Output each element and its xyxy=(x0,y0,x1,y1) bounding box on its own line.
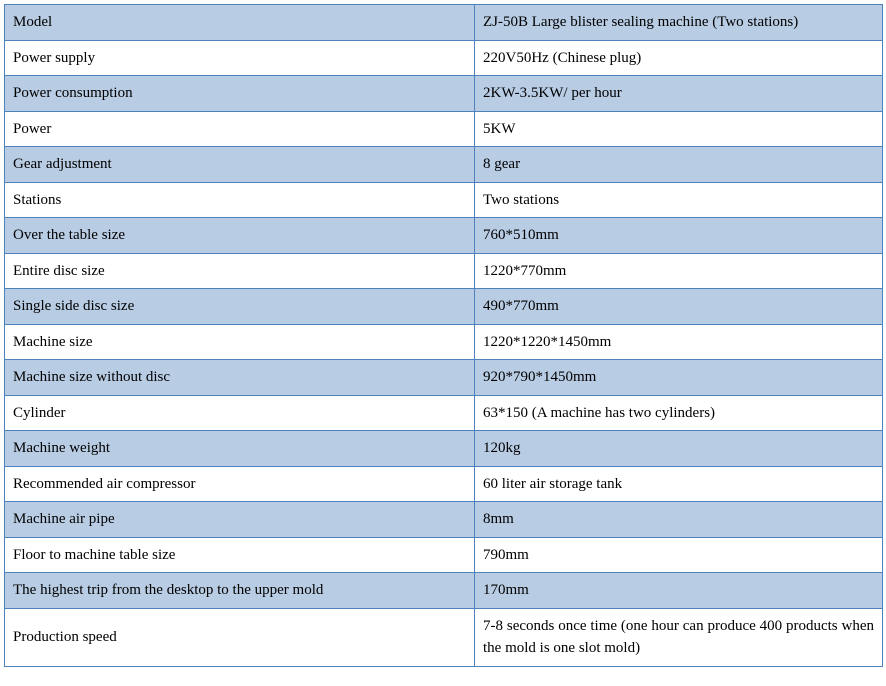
spec-value: 170mm xyxy=(475,573,883,609)
spec-value: 790mm xyxy=(475,537,883,573)
spec-value: 8mm xyxy=(475,502,883,538)
table-row: Machine weight120kg xyxy=(5,431,883,467)
spec-label: Power consumption xyxy=(5,76,475,112)
spec-value: 760*510mm xyxy=(475,218,883,254)
spec-label: Floor to machine table size xyxy=(5,537,475,573)
spec-label: Production speed xyxy=(5,608,475,666)
table-row: ModelZJ-50B Large blister sealing machin… xyxy=(5,5,883,41)
spec-value: 7-8 seconds once time (one hour can prod… xyxy=(475,608,883,666)
spec-value: 120kg xyxy=(475,431,883,467)
spec-label: Stations xyxy=(5,182,475,218)
spec-label: Machine weight xyxy=(5,431,475,467)
table-row: Machine size1220*1220*1450mm xyxy=(5,324,883,360)
spec-label: Single side disc size xyxy=(5,289,475,325)
table-row: Cylinder63*150 (A machine has two cylind… xyxy=(5,395,883,431)
spec-value: 2KW-3.5KW/ per hour xyxy=(475,76,883,112)
spec-value: 490*770mm xyxy=(475,289,883,325)
table-row: Over the table size760*510mm xyxy=(5,218,883,254)
spec-label: Machine air pipe xyxy=(5,502,475,538)
spec-value: ZJ-50B Large blister sealing machine (Tw… xyxy=(475,5,883,41)
spec-label: The highest trip from the desktop to the… xyxy=(5,573,475,609)
table-row: Gear adjustment8 gear xyxy=(5,147,883,183)
spec-value: 8 gear xyxy=(475,147,883,183)
spec-table: ModelZJ-50B Large blister sealing machin… xyxy=(4,4,883,667)
table-row: Machine air pipe8mm xyxy=(5,502,883,538)
spec-value: 5KW xyxy=(475,111,883,147)
spec-table-body: ModelZJ-50B Large blister sealing machin… xyxy=(5,5,883,667)
table-row: Power consumption2KW-3.5KW/ per hour xyxy=(5,76,883,112)
spec-label: Model xyxy=(5,5,475,41)
table-row: Power5KW xyxy=(5,111,883,147)
table-row: Floor to machine table size790mm xyxy=(5,537,883,573)
spec-label: Power xyxy=(5,111,475,147)
table-row: Recommended air compressor60 liter air s… xyxy=(5,466,883,502)
table-row: Machine size without disc920*790*1450mm xyxy=(5,360,883,396)
spec-value: 63*150 (A machine has two cylinders) xyxy=(475,395,883,431)
table-row: Entire disc size1220*770mm xyxy=(5,253,883,289)
spec-value: Two stations xyxy=(475,182,883,218)
table-row: StationsTwo stations xyxy=(5,182,883,218)
spec-value: 1220*770mm xyxy=(475,253,883,289)
table-row: The highest trip from the desktop to the… xyxy=(5,573,883,609)
table-row: Power supply220V50Hz (Chinese plug) xyxy=(5,40,883,76)
spec-value: 60 liter air storage tank xyxy=(475,466,883,502)
spec-value: 1220*1220*1450mm xyxy=(475,324,883,360)
spec-label: Cylinder xyxy=(5,395,475,431)
table-row: Production speed7-8 seconds once time (o… xyxy=(5,608,883,666)
spec-value: 220V50Hz (Chinese plug) xyxy=(475,40,883,76)
spec-label: Entire disc size xyxy=(5,253,475,289)
spec-label: Machine size xyxy=(5,324,475,360)
table-row: Single side disc size490*770mm xyxy=(5,289,883,325)
spec-label: Machine size without disc xyxy=(5,360,475,396)
spec-value: 920*790*1450mm xyxy=(475,360,883,396)
spec-label: Gear adjustment xyxy=(5,147,475,183)
spec-label: Power supply xyxy=(5,40,475,76)
spec-label: Over the table size xyxy=(5,218,475,254)
spec-label: Recommended air compressor xyxy=(5,466,475,502)
